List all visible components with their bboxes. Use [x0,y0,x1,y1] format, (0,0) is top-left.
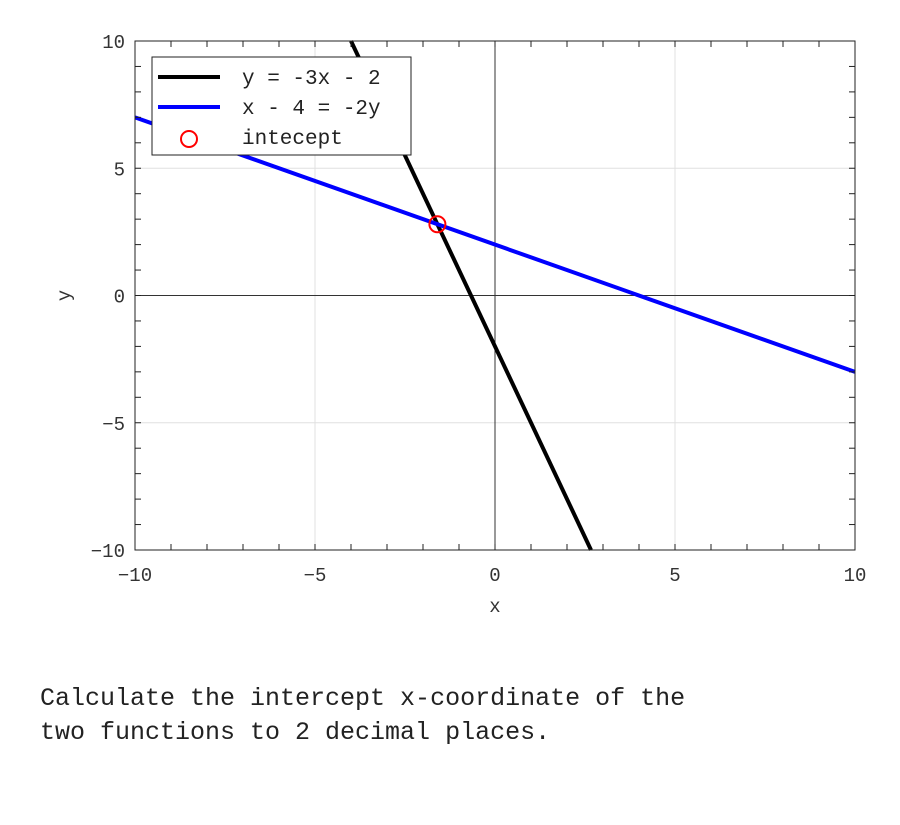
y-tick-label: 10 [102,32,125,54]
y-tick-label: 0 [114,287,125,309]
y-axis-label: y [54,290,76,301]
x-tick-label: −5 [304,565,327,587]
tick-labels: −10 −5 0 5 10 −10 −5 0 5 10 [91,32,867,587]
x-tick-label: 10 [844,565,867,587]
x-tick-label: 0 [489,565,500,587]
y-tick-label: −5 [102,414,125,436]
chart: −10 −5 0 5 10 −10 −5 0 5 10 x y y = -3x - 2 x - 4 … [54,32,867,618]
legend-label: intecept [242,128,343,151]
x-tick-label: −10 [118,565,152,587]
zero-axes [135,41,855,550]
legend-label: y = -3x - 2 [242,68,381,91]
intercept-point [428,215,447,234]
x-tick-label: 5 [669,565,680,587]
ticks [134,40,856,551]
y-tick-label: −10 [91,541,125,563]
series-line [134,115,856,374]
legend-marker-intercept [180,130,198,148]
legend: y = -3x - 2 x - 4 = -2y intecept [151,56,412,156]
legend-label: x - 4 = -2y [242,98,381,121]
x-axis-label: x [489,596,500,618]
question-text: Calculate the intercept x-coordinate of … [40,684,686,747]
y-tick-label: 5 [114,159,125,181]
